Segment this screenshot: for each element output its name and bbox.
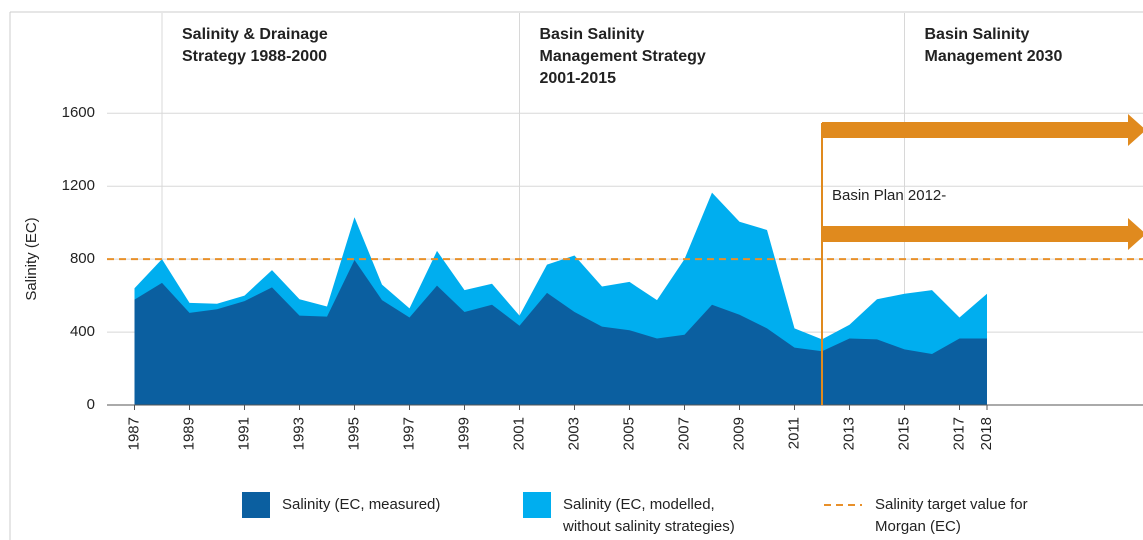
period-label: Basin Salinity Management Strategy 2001-… <box>539 26 706 87</box>
legend-label: Salinity target value for Morgan (EC) <box>875 496 1028 535</box>
x-tick-label: 2017 <box>950 417 967 450</box>
legend-swatch <box>523 492 551 518</box>
x-tick-label: 1991 <box>235 417 252 450</box>
legend-label: Salinity (EC, modelled, without salinity… <box>563 496 735 535</box>
x-tick-label: 2013 <box>840 417 857 450</box>
x-tick-label: 2001 <box>510 417 527 450</box>
x-tick-label: 2003 <box>565 417 582 450</box>
x-tick-label: 2015 <box>895 417 912 450</box>
area <box>134 260 987 405</box>
x-tick-label: 1995 <box>345 417 362 450</box>
y-tick-label: 400 <box>70 323 95 340</box>
legend-label: Salinity (EC, measured) <box>282 496 441 513</box>
x-tick-label: 2011 <box>785 417 802 449</box>
x-tick-label: 1987 <box>125 417 142 450</box>
x-tick-label: 2018 <box>978 417 995 450</box>
period-label: Salinity & Drainage Strategy 1988-2000 <box>182 26 328 65</box>
x-tick-label: 1989 <box>180 417 197 450</box>
x-tick-label: 1999 <box>455 417 472 450</box>
x-tick-label: 2005 <box>620 417 637 450</box>
plan-arrow <box>822 218 1143 250</box>
y-tick-label: 800 <box>70 250 95 267</box>
plan-arrow <box>822 114 1143 146</box>
x-tick-label: 2007 <box>675 417 692 450</box>
y-tick-label: 1200 <box>62 177 95 194</box>
y-tick-label: 1600 <box>62 104 95 121</box>
legend-swatch <box>242 492 270 518</box>
x-tick-label: 1997 <box>400 417 417 450</box>
plan-label: Basin Plan 2012- <box>832 187 946 204</box>
y-axis-label: Salinity (EC) <box>23 217 40 300</box>
y-tick-label: 0 <box>87 396 95 413</box>
x-tick-label: 2009 <box>730 417 747 450</box>
x-tick-label: 1993 <box>290 417 307 450</box>
period-label: Basin Salinity Management 2030 <box>924 26 1063 65</box>
